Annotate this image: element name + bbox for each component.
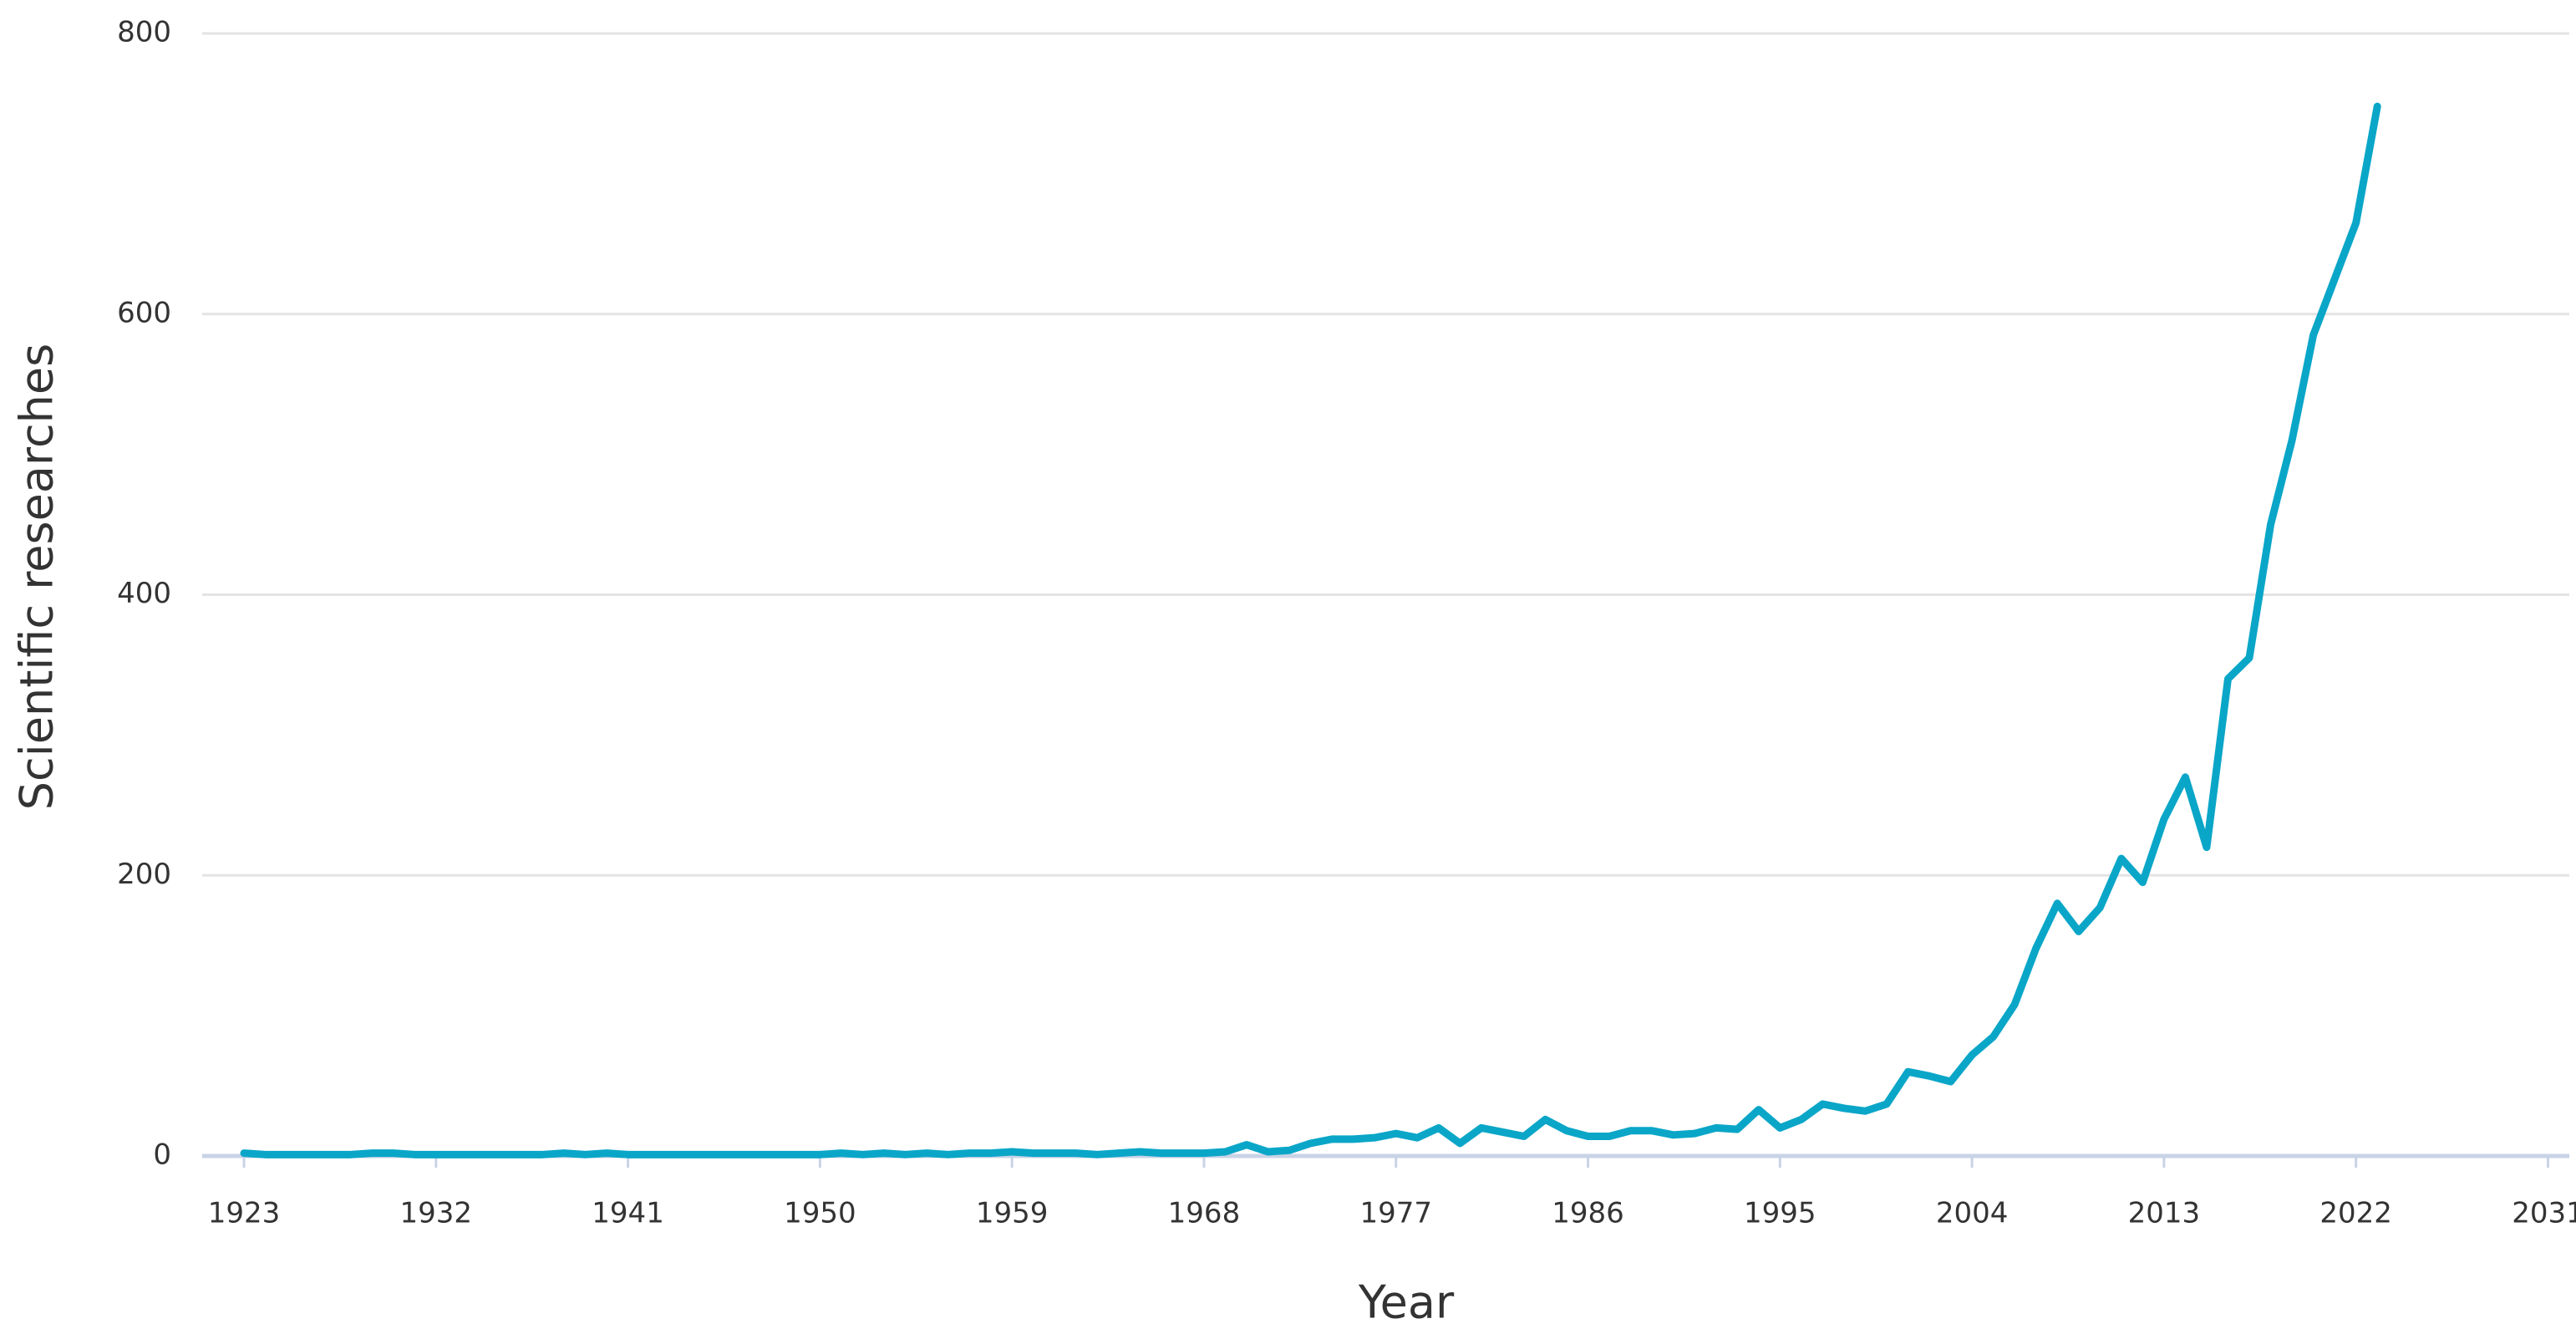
x-tick-label: 2013 <box>2128 1197 2201 1230</box>
y-tick-label: 800 <box>117 16 171 49</box>
x-tick-label: 1923 <box>208 1197 281 1230</box>
x-tick-label: 1932 <box>400 1197 473 1230</box>
x-tick-label: 1968 <box>1168 1197 1241 1230</box>
x-tick-label: 2022 <box>2319 1197 2392 1230</box>
x-tick-label: 2031 <box>2512 1197 2576 1230</box>
x-tick-label: 1986 <box>1552 1197 1624 1230</box>
y-tick-label: 0 <box>153 1138 171 1172</box>
y-axis-title: Scientific researches <box>11 344 64 810</box>
x-tick-label: 2004 <box>1936 1197 2009 1230</box>
x-tick-label: 1950 <box>784 1197 856 1230</box>
y-tick-label: 200 <box>117 858 171 891</box>
x-tick-label: 1941 <box>592 1197 664 1230</box>
x-tick-label: 1995 <box>1744 1197 1816 1230</box>
y-tick-label: 600 <box>117 296 171 329</box>
x-tick-label: 1959 <box>976 1197 1049 1230</box>
line <box>240 102 2381 1158</box>
x-tick-label: 1977 <box>1359 1197 1432 1230</box>
y-tick-label: 400 <box>117 577 171 610</box>
x-axis-title: Year <box>1358 1276 1455 1329</box>
